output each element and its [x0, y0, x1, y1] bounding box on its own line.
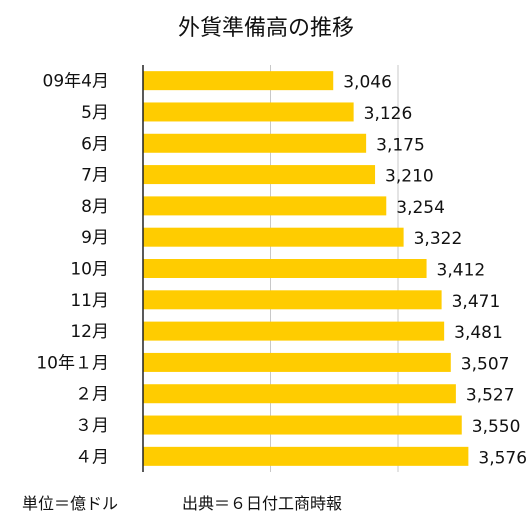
bar [143, 227, 404, 247]
category-label: 12月 [70, 322, 109, 342]
data-label: 3,550 [472, 417, 521, 437]
data-label: 3,576 [478, 448, 527, 468]
data-label: 3,481 [454, 323, 503, 343]
bar [143, 384, 456, 404]
bar [143, 71, 334, 91]
data-label: 3,322 [414, 229, 463, 249]
bar [143, 133, 367, 153]
bar [143, 321, 445, 341]
category-label: ３月 [75, 416, 109, 436]
data-label: 3,126 [364, 104, 413, 124]
bar [143, 352, 451, 372]
bar [143, 259, 427, 278]
data-label: 3,175 [376, 135, 425, 155]
unit-note: 単位＝億ドル [22, 494, 119, 513]
data-label: 3,412 [437, 261, 486, 281]
category-label: 10月 [70, 260, 109, 280]
data-label: 3,507 [461, 354, 510, 374]
data-label: 3,471 [452, 292, 501, 312]
data-label: 3,254 [396, 198, 445, 218]
category-label: 09年4月 [43, 72, 109, 92]
bar [143, 102, 354, 122]
category-label: ２月 [75, 385, 109, 405]
category-label: ４月 [75, 447, 109, 467]
category-label: 11月 [70, 291, 109, 311]
bar [143, 415, 462, 435]
category-label: 9月 [81, 228, 109, 248]
bar [143, 446, 469, 466]
category-label: 10年１月 [36, 353, 109, 373]
chart-title: 外貨準備高の推移 [177, 16, 354, 41]
data-label: 3,527 [466, 386, 515, 406]
data-label: 3,046 [343, 73, 392, 93]
bar [143, 196, 387, 216]
category-label: 6月 [81, 134, 109, 154]
bar [143, 165, 376, 185]
category-label: 8月 [81, 197, 109, 217]
category-label: 5月 [81, 103, 109, 123]
source-note: 出典＝６日付工商時報 [182, 494, 343, 513]
bar [143, 290, 442, 310]
category-label: 7月 [81, 166, 109, 186]
data-label: 3,210 [385, 167, 434, 187]
